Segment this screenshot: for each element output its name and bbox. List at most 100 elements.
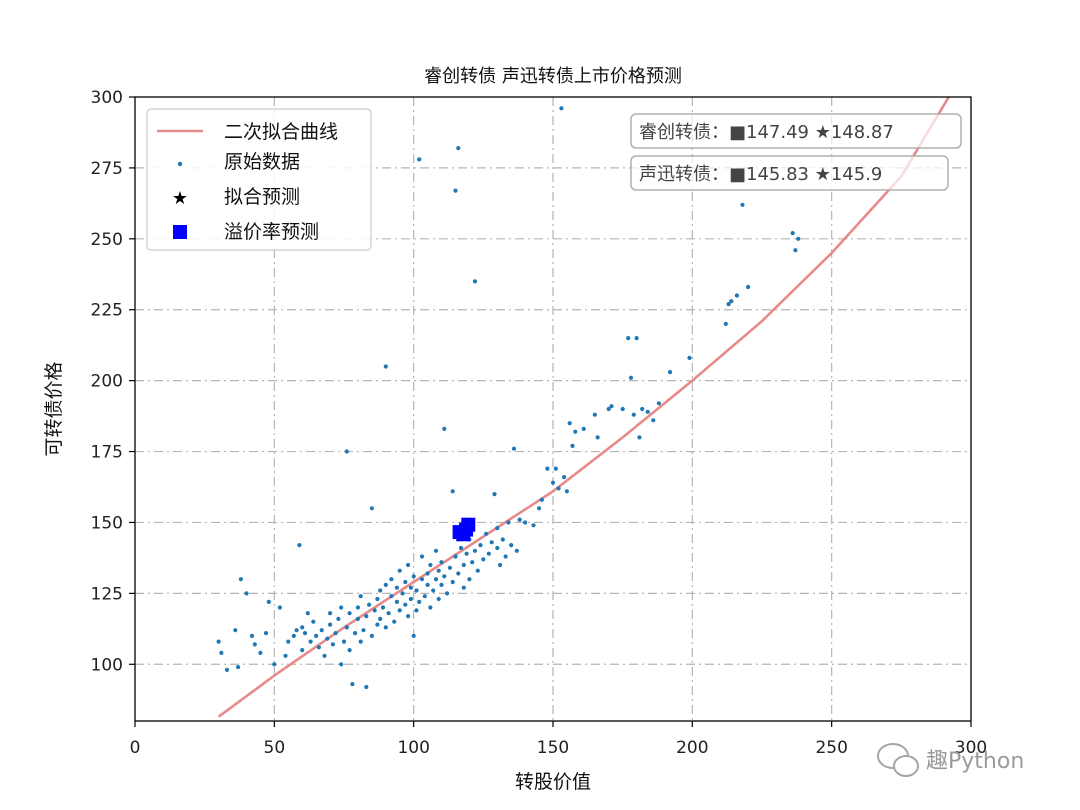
raw-point-126 [498, 562, 503, 568]
raw-point-52 [369, 506, 374, 511]
raw-point-24 [311, 619, 316, 624]
raw-point-118 [478, 543, 483, 548]
raw-point-80 [414, 608, 419, 613]
x-tick-label-5: 250 [815, 738, 847, 758]
raw-point-99 [442, 574, 447, 579]
raw-point-163 [667, 370, 673, 375]
raw-point-68 [394, 585, 399, 590]
raw-point-77 [408, 585, 413, 590]
x-tick-label-4: 200 [676, 738, 708, 758]
raw-point-111 [464, 551, 469, 556]
raw-point-159 [640, 406, 645, 412]
raw-point-112 [467, 577, 472, 582]
raw-point-81 [414, 588, 419, 593]
raw-point-165 [723, 321, 728, 326]
legend-square-swatch [173, 225, 187, 239]
raw-point-19 [300, 648, 305, 653]
annotation-shengxun-text: 声迅转债：■145.83 ★145.9 [639, 164, 882, 185]
raw-point-71 [400, 591, 405, 596]
raw-point-89 [428, 605, 433, 610]
raw-point-107 [456, 571, 461, 576]
raw-point-140 [553, 466, 558, 471]
raw-point-115 [472, 279, 478, 284]
raw-point-11 [266, 599, 271, 605]
raw-point-63 [386, 611, 391, 616]
raw-point-137 [539, 497, 545, 502]
watermark-text: 趣Python [926, 749, 1024, 774]
raw-point-26 [316, 645, 321, 650]
raw-point-104 [453, 554, 458, 559]
raw-point-21 [302, 631, 308, 636]
raw-point-114 [470, 560, 475, 565]
raw-point-43 [353, 631, 358, 636]
raw-point-27 [319, 628, 324, 633]
raw-point-147 [573, 429, 578, 434]
raw-point-86 [422, 594, 427, 599]
raw-point-31 [328, 611, 333, 616]
x-tick-label-1: 50 [264, 738, 286, 758]
raw-point-28 [322, 653, 327, 658]
x-axis-ticks: 0 50 100 150 200 250 300 [130, 721, 987, 758]
raw-point-39 [344, 449, 349, 454]
raw-point-57 [378, 616, 383, 622]
raw-point-120 [484, 531, 489, 536]
legend-dot-swatch [177, 161, 183, 167]
raw-point-149 [592, 412, 597, 417]
legend-label-raw-data: 原始数据 [224, 151, 300, 173]
raw-point-127 [500, 537, 505, 542]
raw-point-103 [450, 579, 455, 585]
y-tick-label-2: 150 [91, 513, 123, 533]
y-tick-label-5: 225 [91, 301, 123, 321]
annotation-shengxun: 声迅转债：■145.83 ★145.9 [630, 155, 949, 191]
raw-point-85 [419, 554, 425, 559]
raw-point-84 [419, 577, 425, 582]
raw-point-1 [219, 650, 224, 656]
y-tick-label-1: 125 [91, 584, 123, 604]
raw-point-153 [620, 406, 625, 412]
raw-point-45 [355, 605, 360, 610]
raw-point-15 [286, 639, 291, 644]
prediction-layer: ★★ [452, 517, 476, 545]
raw-point-22 [305, 611, 310, 616]
raw-point-100 [445, 591, 450, 596]
raw-point-10 [263, 631, 269, 636]
raw-point-37 [341, 639, 347, 644]
raw-point-61 [383, 582, 388, 588]
raw-point-6 [244, 591, 249, 596]
raw-point-72 [403, 602, 408, 607]
raw-point-157 [634, 336, 639, 341]
raw-point-8 [252, 642, 257, 647]
y-axis-title: 可转债价格 [43, 361, 65, 456]
raw-point-143 [562, 475, 567, 480]
raw-point-92 [433, 577, 439, 582]
raw-point-109 [461, 585, 466, 590]
x-tick-label-2: 100 [397, 738, 429, 758]
raw-point-124 [495, 545, 500, 551]
raw-point-152 [609, 404, 614, 409]
raw-point-101 [447, 565, 452, 570]
raw-point-138 [545, 466, 550, 471]
raw-point-173 [796, 236, 801, 241]
raw-point-106 [456, 146, 461, 151]
raw-point-90 [428, 562, 433, 568]
x-tick-label-0: 0 [130, 738, 141, 758]
fit-curve-layer [217, 96, 950, 718]
raw-point-168 [734, 293, 740, 298]
raw-point-82 [417, 157, 422, 162]
raw-point-123 [492, 492, 497, 497]
raw-point-65 [389, 577, 394, 582]
x-axis-title: 转股价值 [515, 771, 591, 793]
chart-title: 睿创转债 声迅转债上市价格预测 [424, 66, 682, 87]
raw-point-155 [628, 375, 634, 380]
raw-point-145 [567, 421, 572, 426]
annotation-ruichuang-text: 睿创转债：■147.49 ★148.87 [639, 122, 894, 143]
raw-point-169 [740, 202, 745, 207]
raw-point-32 [330, 642, 335, 647]
raw-point-95 [436, 568, 441, 573]
raw-point-59 [380, 605, 386, 610]
raw-point-41 [347, 648, 352, 653]
raw-point-14 [283, 653, 288, 658]
raw-point-166 [726, 302, 731, 307]
raw-point-60 [383, 625, 388, 630]
